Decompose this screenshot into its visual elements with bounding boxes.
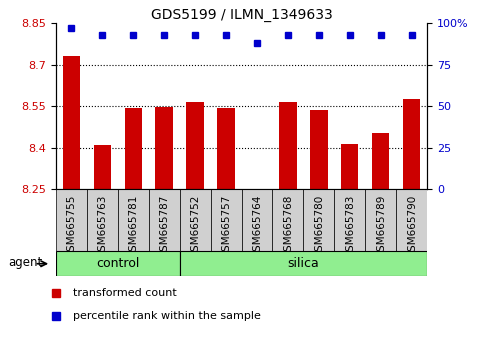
Text: GSM665755: GSM665755 (66, 194, 76, 258)
FancyBboxPatch shape (242, 189, 272, 251)
Text: GSM665790: GSM665790 (407, 194, 417, 258)
Text: GSM665757: GSM665757 (221, 194, 231, 258)
Bar (372, 132, 389, 189)
Text: GSM665789: GSM665789 (376, 194, 386, 258)
FancyBboxPatch shape (56, 189, 86, 251)
Bar (62, 56, 80, 189)
FancyBboxPatch shape (397, 189, 427, 251)
FancyBboxPatch shape (211, 189, 242, 251)
Bar (280, 102, 297, 189)
Bar (311, 110, 327, 189)
FancyBboxPatch shape (180, 251, 427, 276)
Text: GSM665764: GSM665764 (252, 194, 262, 258)
Text: GSM665768: GSM665768 (283, 194, 293, 258)
FancyBboxPatch shape (117, 189, 149, 251)
Bar (341, 144, 358, 189)
Title: GDS5199 / ILMN_1349633: GDS5199 / ILMN_1349633 (151, 8, 332, 22)
FancyBboxPatch shape (334, 189, 366, 251)
Bar (217, 108, 235, 189)
Text: GSM665781: GSM665781 (128, 194, 138, 258)
Bar (125, 108, 142, 189)
Bar (403, 99, 421, 189)
Text: GSM665780: GSM665780 (314, 194, 324, 258)
Text: GSM665783: GSM665783 (345, 194, 355, 258)
FancyBboxPatch shape (366, 189, 397, 251)
Text: silica: silica (287, 257, 319, 270)
Bar (156, 107, 172, 189)
Text: percentile rank within the sample: percentile rank within the sample (72, 310, 260, 321)
Text: GSM665763: GSM665763 (97, 194, 107, 258)
Bar (94, 145, 111, 189)
Text: GSM665787: GSM665787 (159, 194, 169, 258)
FancyBboxPatch shape (56, 251, 180, 276)
Text: agent: agent (8, 256, 43, 269)
Text: control: control (96, 257, 139, 270)
Text: GSM665752: GSM665752 (190, 194, 200, 258)
FancyBboxPatch shape (303, 189, 334, 251)
FancyBboxPatch shape (180, 189, 211, 251)
FancyBboxPatch shape (149, 189, 180, 251)
FancyBboxPatch shape (86, 189, 117, 251)
Text: transformed count: transformed count (72, 287, 176, 298)
Bar (186, 102, 203, 189)
FancyBboxPatch shape (272, 189, 303, 251)
